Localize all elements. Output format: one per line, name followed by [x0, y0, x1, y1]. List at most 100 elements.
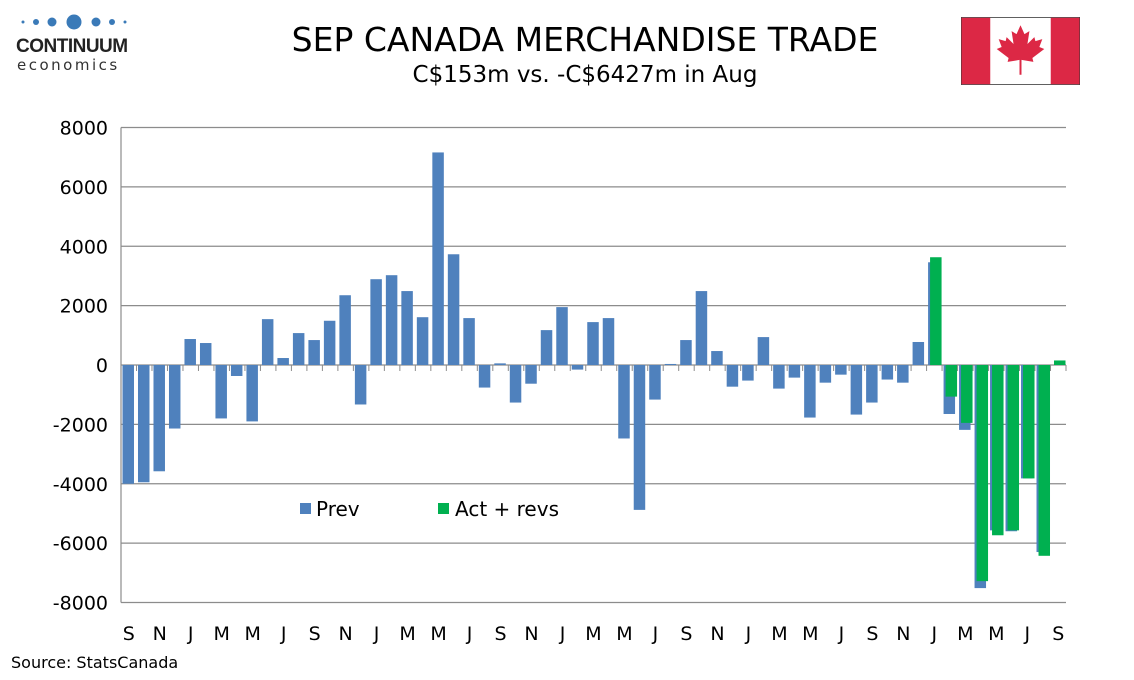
bar-prev — [153, 365, 165, 472]
bar-prev — [122, 365, 134, 484]
bar-act-revs — [961, 365, 973, 423]
x-tick-label: M — [771, 623, 787, 645]
bar-prev — [509, 365, 522, 403]
x-tick-label: N — [524, 623, 538, 645]
bar-prev — [788, 365, 801, 378]
bar-act-revs — [1023, 365, 1035, 479]
bar-prev — [230, 365, 243, 376]
x-tick-label: N — [710, 623, 724, 645]
bar-prev — [664, 363, 677, 365]
canada-flag-icon — [961, 17, 1080, 85]
y-tick-label: -4000 — [53, 474, 108, 496]
x-tick-label: S — [866, 623, 878, 645]
bar-prev — [866, 365, 878, 403]
bar-prev — [370, 279, 382, 365]
bar-prev — [695, 291, 708, 365]
bar-act-revs — [945, 365, 958, 397]
x-tick-label: J — [931, 623, 938, 645]
x-tick-label: M — [213, 623, 229, 645]
bar-prev — [354, 365, 367, 405]
y-tick-label: 4000 — [60, 236, 108, 258]
bar-prev — [432, 152, 444, 365]
bar-prev — [494, 363, 506, 365]
bar-prev — [447, 254, 460, 365]
bar-prev — [804, 365, 816, 418]
y-tick-label: -8000 — [53, 593, 108, 615]
bar-prev — [385, 275, 398, 365]
bar-prev — [292, 333, 305, 365]
bar-prev — [478, 365, 491, 388]
bar-prev — [897, 365, 909, 383]
legend: Prev Act + revs — [300, 497, 559, 521]
x-tick-label: M — [957, 623, 973, 645]
x-tick-label: J — [187, 623, 194, 645]
x-tick-label: J — [745, 623, 752, 645]
x-tick-label: N — [896, 623, 910, 645]
x-tick-label: M — [399, 623, 415, 645]
bar-prev — [757, 337, 770, 365]
x-tick-label: S — [309, 623, 321, 645]
x-tick-label: N — [153, 623, 167, 645]
bar-prev — [137, 365, 150, 483]
legend-label-act: Act + revs — [455, 497, 559, 521]
x-tick-label: S — [1052, 623, 1064, 645]
y-tick-label: -6000 — [53, 533, 108, 555]
bar-prev — [261, 319, 274, 365]
bar-prev — [339, 295, 351, 365]
x-tick-label: J — [466, 623, 473, 645]
y-tick-label: 6000 — [60, 177, 108, 199]
x-tick-label: M — [988, 623, 1004, 645]
x-tick-label: M — [585, 623, 601, 645]
bar-prev — [323, 320, 336, 365]
legend-swatch-act — [438, 503, 449, 514]
bar-prev — [401, 291, 413, 365]
bar-prev — [680, 340, 692, 365]
bar-prev — [215, 365, 227, 419]
bar-prev — [835, 365, 847, 375]
bar-prev — [726, 365, 739, 387]
bar-prev — [246, 365, 258, 422]
y-tick-label: -2000 — [53, 414, 108, 436]
x-tick-label: J — [280, 623, 287, 645]
bar-prev — [199, 343, 212, 365]
bar-prev — [277, 358, 289, 365]
bar-prev — [912, 341, 925, 365]
logo-name: CONTINUUM — [16, 36, 128, 57]
bar-prev — [168, 365, 181, 429]
x-tick-label: M — [802, 623, 818, 645]
bar-prev — [742, 365, 754, 381]
bar-prev — [881, 365, 894, 380]
logo-dots-icon — [21, 14, 127, 30]
logo-subtitle: economics — [17, 56, 120, 74]
bar-act-revs — [1038, 365, 1051, 556]
x-tick-label: S — [495, 623, 507, 645]
bar-prev — [711, 351, 723, 365]
chart-title: SEP CANADA MERCHANDISE TRADE — [291, 20, 879, 59]
x-tick-label: J — [838, 623, 845, 645]
bar-prev — [540, 330, 553, 365]
x-tick-label: N — [339, 623, 353, 645]
bar-act-revs — [930, 257, 942, 365]
x-tick-label: M — [616, 623, 632, 645]
bar-prev — [602, 318, 615, 365]
bar-act-revs — [992, 365, 1004, 536]
legend-swatch-prev — [300, 503, 311, 514]
x-tick-label: J — [1023, 623, 1030, 645]
bar-prev — [184, 339, 196, 365]
x-tick-label: J — [559, 623, 566, 645]
bar-prev — [819, 365, 832, 383]
x-tick-label: S — [123, 623, 135, 645]
bar-act-revs — [1007, 365, 1020, 531]
bar-prev — [308, 340, 320, 365]
x-tick-label: J — [373, 623, 380, 645]
x-tick-label: J — [652, 623, 659, 645]
y-tick-label: 0 — [96, 355, 108, 377]
bar-prev — [850, 365, 863, 415]
x-tick-label: M — [244, 623, 260, 645]
bar-prev — [463, 318, 475, 365]
bar-prev — [649, 365, 661, 400]
bar-prev — [773, 365, 785, 389]
bar-prev — [556, 307, 568, 365]
bar-prev — [587, 322, 599, 365]
